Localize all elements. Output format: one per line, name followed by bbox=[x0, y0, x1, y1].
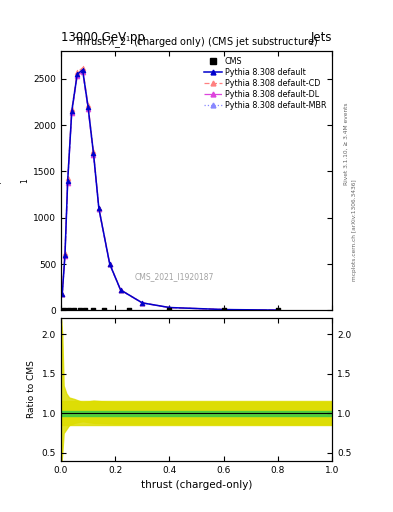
Point bbox=[166, 306, 173, 314]
Pythia 8.308 default-CD bbox=[97, 204, 101, 210]
Pythia 8.308 default-CD bbox=[118, 287, 123, 293]
Pythia 8.308 default-CD bbox=[107, 261, 112, 267]
Title: Thrust $\lambda\_2^1$ (charged only) (CMS jet substructure): Thrust $\lambda\_2^1$ (charged only) (CM… bbox=[74, 35, 319, 51]
Pythia 8.308 default bbox=[107, 261, 112, 267]
Pythia 8.308 default bbox=[97, 205, 101, 211]
Y-axis label: Ratio to CMS: Ratio to CMS bbox=[27, 360, 36, 418]
Pythia 8.308 default bbox=[86, 103, 90, 110]
Pythia 8.308 default-DL bbox=[221, 307, 226, 313]
Point bbox=[66, 306, 72, 314]
Pythia 8.308 default-CD bbox=[70, 106, 74, 113]
Pythia 8.308 default-MBR bbox=[75, 72, 79, 78]
Pythia 8.308 default bbox=[118, 287, 123, 293]
Pythia 8.308 default bbox=[140, 300, 145, 306]
Pythia 8.308 default-DL bbox=[62, 252, 67, 259]
Text: mcplots.cern.ch [arXiv:1306.3436]: mcplots.cern.ch [arXiv:1306.3436] bbox=[352, 180, 357, 281]
Pythia 8.308 default bbox=[167, 305, 172, 311]
Pythia 8.308 default-CD bbox=[91, 148, 96, 154]
Pythia 8.308 default-CD bbox=[275, 307, 280, 313]
Pythia 8.308 default-MBR bbox=[97, 206, 101, 212]
Legend: CMS, Pythia 8.308 default, Pythia 8.308 default-CD, Pythia 8.308 default-DL, Pyt: CMS, Pythia 8.308 default, Pythia 8.308 … bbox=[202, 55, 328, 112]
Pythia 8.308 default-MBR bbox=[275, 307, 280, 313]
Pythia 8.308 default-DL bbox=[275, 307, 280, 313]
Pythia 8.308 default-CD bbox=[60, 290, 64, 296]
Pythia 8.308 default bbox=[80, 67, 85, 73]
Point bbox=[77, 306, 83, 314]
Point bbox=[61, 306, 67, 314]
Pythia 8.308 default-DL bbox=[140, 300, 145, 306]
Pythia 8.308 default-MBR bbox=[140, 300, 145, 306]
Point bbox=[275, 306, 281, 314]
Point bbox=[90, 306, 97, 314]
Pythia 8.308 default bbox=[75, 71, 79, 77]
Pythia 8.308 default-DL bbox=[167, 305, 172, 311]
Pythia 8.308 default-MBR bbox=[60, 290, 64, 296]
Pythia 8.308 default bbox=[60, 290, 64, 296]
Pythia 8.308 default-CD bbox=[221, 307, 226, 313]
Pythia 8.308 default-MBR bbox=[86, 104, 90, 110]
Point bbox=[101, 306, 107, 314]
Pythia 8.308 default-CD bbox=[167, 305, 172, 311]
Text: 13000 GeV pp: 13000 GeV pp bbox=[61, 31, 145, 44]
Pythia 8.308 default-MBR bbox=[107, 261, 112, 267]
Y-axis label: $\mathrm{d}^2N$
$\mathrm{d}p_T\,\mathrm{d}\lambda$

$\mathrm{d}N$
$\mathrm{d}p_T: $\mathrm{d}^2N$ $\mathrm{d}p_T\,\mathrm{… bbox=[0, 168, 30, 193]
X-axis label: thrust (charged-only): thrust (charged-only) bbox=[141, 480, 252, 490]
Pythia 8.308 default-CD bbox=[75, 70, 79, 76]
Pythia 8.308 default-DL bbox=[70, 110, 74, 116]
Pythia 8.308 default bbox=[62, 252, 67, 258]
Pythia 8.308 default-MBR bbox=[91, 151, 96, 157]
Pythia 8.308 default bbox=[221, 307, 226, 313]
Pythia 8.308 default bbox=[91, 150, 96, 156]
Point bbox=[125, 306, 132, 314]
Pythia 8.308 default bbox=[70, 108, 74, 114]
Line: Pythia 8.308 default-CD: Pythia 8.308 default-CD bbox=[60, 66, 280, 312]
Pythia 8.308 default-MBR bbox=[80, 67, 85, 73]
Text: CMS_2021_I1920187: CMS_2021_I1920187 bbox=[135, 272, 215, 281]
Pythia 8.308 default-DL bbox=[86, 105, 90, 112]
Point bbox=[82, 306, 88, 314]
Pythia 8.308 default-DL bbox=[60, 290, 64, 296]
Text: Jets: Jets bbox=[310, 31, 332, 44]
Line: Pythia 8.308 default: Pythia 8.308 default bbox=[60, 67, 280, 312]
Pythia 8.308 default-MBR bbox=[167, 305, 172, 311]
Text: Rivet 3.1.10, ≥ 3.4M events: Rivet 3.1.10, ≥ 3.4M events bbox=[344, 102, 349, 185]
Line: Pythia 8.308 default-MBR: Pythia 8.308 default-MBR bbox=[60, 68, 280, 312]
Pythia 8.308 default bbox=[65, 178, 70, 184]
Pythia 8.308 default-MBR bbox=[70, 109, 74, 115]
Pythia 8.308 default-CD bbox=[80, 65, 85, 71]
Pythia 8.308 default-CD bbox=[140, 300, 145, 306]
Pythia 8.308 default-MBR bbox=[118, 287, 123, 293]
Point bbox=[220, 306, 227, 314]
Pythia 8.308 default-DL bbox=[80, 69, 85, 75]
Pythia 8.308 default bbox=[275, 307, 280, 313]
Pythia 8.308 default-MBR bbox=[65, 177, 70, 183]
Pythia 8.308 default-MBR bbox=[221, 307, 226, 313]
Pythia 8.308 default-DL bbox=[107, 262, 112, 268]
Pythia 8.308 default-DL bbox=[118, 287, 123, 293]
Point bbox=[72, 306, 78, 314]
Pythia 8.308 default-MBR bbox=[62, 251, 67, 258]
Pythia 8.308 default-DL bbox=[75, 73, 79, 79]
Line: Pythia 8.308 default-DL: Pythia 8.308 default-DL bbox=[60, 69, 280, 312]
Pythia 8.308 default-DL bbox=[65, 180, 70, 186]
Pythia 8.308 default-CD bbox=[62, 250, 67, 256]
Pythia 8.308 default-CD bbox=[65, 175, 70, 181]
Pythia 8.308 default-CD bbox=[86, 102, 90, 108]
Pythia 8.308 default-DL bbox=[91, 152, 96, 158]
Pythia 8.308 default-DL bbox=[97, 206, 101, 212]
